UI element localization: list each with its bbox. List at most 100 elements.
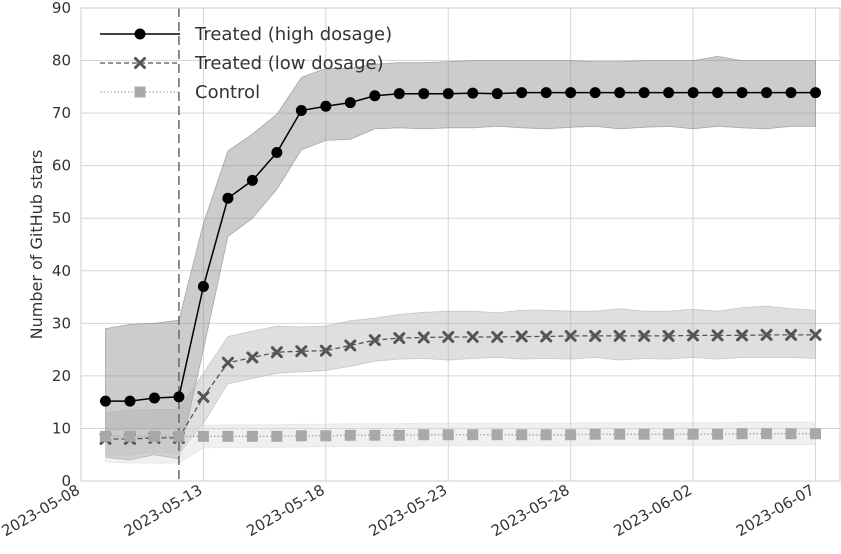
legend-label: Treated (high dosage) <box>194 24 392 45</box>
data-point <box>124 395 136 407</box>
data-point <box>638 428 650 440</box>
data-point <box>687 329 700 342</box>
data-point <box>516 429 528 441</box>
data-point <box>418 429 430 441</box>
data-point <box>295 345 308 358</box>
data-point <box>785 328 798 341</box>
data-point <box>418 88 430 100</box>
data-point <box>810 87 822 99</box>
data-point <box>589 329 602 342</box>
data-point <box>736 329 749 342</box>
y-tick-label: 60 <box>52 157 71 175</box>
data-point <box>614 87 626 99</box>
data-point <box>785 428 797 440</box>
confidence-bands <box>105 55 816 464</box>
data-point <box>246 351 259 364</box>
legend-marker <box>134 28 146 40</box>
data-point <box>344 97 356 109</box>
data-point <box>614 428 626 440</box>
data-point <box>393 332 406 345</box>
data-point <box>613 329 626 342</box>
data-point <box>809 328 822 341</box>
data-point <box>687 87 699 99</box>
y-tick-label: 90 <box>52 0 71 17</box>
data-point <box>565 429 577 441</box>
data-point <box>515 330 528 343</box>
y-tick-label: 50 <box>52 209 71 227</box>
data-point <box>368 334 381 347</box>
data-point <box>491 88 503 100</box>
data-point <box>173 430 185 442</box>
data-point <box>442 330 455 343</box>
data-point <box>148 392 160 404</box>
data-point <box>173 391 185 403</box>
confidence-band <box>105 305 816 456</box>
confidence-band <box>105 421 816 464</box>
data-point <box>270 346 283 359</box>
data-point <box>221 356 234 369</box>
legend-marker <box>134 86 146 98</box>
data-point <box>295 104 307 116</box>
data-point <box>711 329 724 342</box>
data-point <box>663 87 675 99</box>
data-point <box>369 429 381 441</box>
data-point <box>712 87 724 99</box>
x-tick-label: 2023-05-08 <box>0 481 83 540</box>
legend-label: Treated (low dosage) <box>194 53 384 74</box>
plot-frame <box>80 7 841 482</box>
data-point <box>589 87 601 99</box>
data-point <box>810 428 822 440</box>
data-point <box>148 430 160 442</box>
x-tick-label: 2023-06-02 <box>611 481 696 540</box>
x-axis-ticks: 2023-05-08 2023-05-13 2023-05-18 2023-05-23… <box>0 481 818 540</box>
data-point <box>638 87 650 99</box>
data-point <box>466 330 479 343</box>
data-point <box>760 328 773 341</box>
data-point <box>246 430 258 442</box>
data-point <box>344 339 357 352</box>
data-point <box>320 100 332 112</box>
data-point <box>369 90 381 102</box>
data-point <box>442 429 454 441</box>
data-point <box>319 344 332 357</box>
series-markers <box>99 87 822 445</box>
data-point <box>540 330 553 343</box>
x-tick-label: 2023-05-23 <box>366 481 451 540</box>
data-point <box>540 429 552 441</box>
x-tick-label: 2023-05-18 <box>243 481 328 540</box>
data-point <box>687 428 699 440</box>
legend-marker <box>134 57 146 69</box>
data-point <box>564 329 577 342</box>
y-axis-ticks: 0 10 20 30 40 50 60 70 80 90 <box>52 0 71 490</box>
data-point <box>124 430 136 442</box>
legend-entry: Control <box>100 82 260 103</box>
data-point <box>197 281 209 293</box>
data-point <box>222 192 234 204</box>
legend-label: Control <box>195 82 260 103</box>
data-point <box>491 429 503 441</box>
y-tick-label: 80 <box>52 52 71 70</box>
data-point <box>662 329 675 342</box>
data-point <box>785 87 797 99</box>
data-point <box>467 87 479 99</box>
data-point <box>712 428 724 440</box>
y-tick-label: 20 <box>52 367 71 385</box>
legend-entry: Treated (high dosage) <box>100 24 392 45</box>
confidence-band <box>105 55 816 461</box>
data-point <box>197 430 209 442</box>
data-point <box>761 428 773 440</box>
x-tick-label: 2023-05-28 <box>488 481 573 540</box>
x-tick-label: 2023-05-13 <box>121 481 206 540</box>
data-point <box>320 430 332 442</box>
data-point <box>295 430 307 442</box>
data-point <box>516 87 528 99</box>
y-tick-label: 30 <box>52 314 71 332</box>
data-point <box>638 329 651 342</box>
y-axis-title: Number of GitHub stars <box>27 150 46 340</box>
data-point <box>246 174 258 186</box>
data-point <box>344 429 356 441</box>
y-tick-label: 70 <box>52 104 71 122</box>
legend-entry: Treated (low dosage) <box>100 53 384 74</box>
y-tick-label: 10 <box>52 419 71 437</box>
